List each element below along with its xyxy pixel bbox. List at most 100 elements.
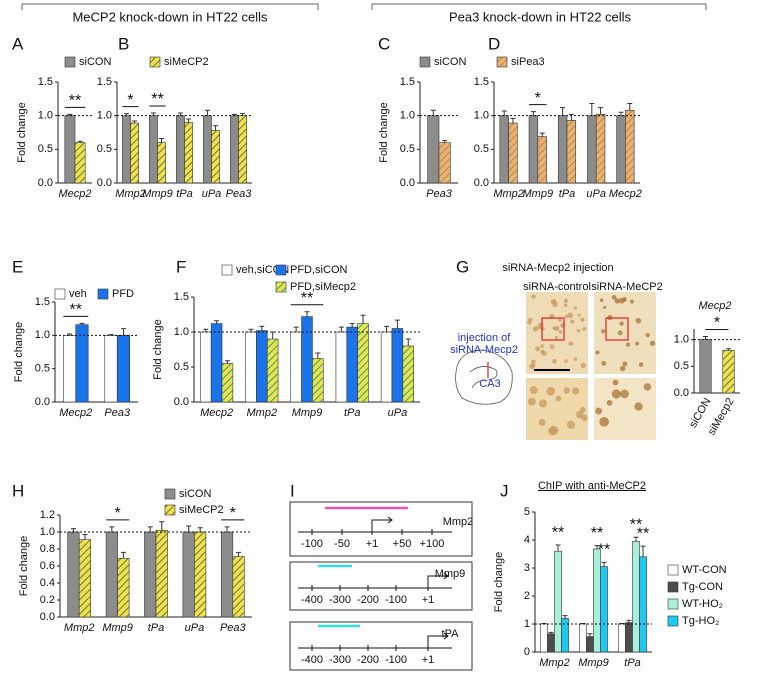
x-tick-label: uPa [388, 407, 408, 419]
cell [595, 407, 603, 415]
cell [554, 335, 559, 340]
micrographs [526, 292, 656, 440]
bar [537, 136, 547, 184]
error-bar [619, 622, 625, 624]
cell [622, 361, 628, 367]
significance: ** [598, 542, 610, 559]
x-tick-label: tPa [624, 657, 641, 669]
panel-letter: C [378, 34, 390, 53]
annotation: siRNA-Mecp2 [450, 344, 518, 356]
bar [427, 115, 440, 184]
bar [391, 328, 404, 403]
x-tick-label: Mmp9 [292, 407, 323, 419]
cell [531, 294, 536, 299]
y-tick-label: 0.0 [38, 177, 53, 189]
legend-label: siMeCP2 [179, 504, 224, 516]
x-tick-label: Mecp2 [609, 188, 642, 200]
promoter-diagrams: -100 -50 +1 +50 +100 Mmp2 -400 -300 -200 -100 +1 Mm… [289, 501, 473, 671]
x-tick-label: Mmp2 [115, 188, 146, 200]
panel-letter: A [12, 34, 24, 53]
error-bar [580, 622, 586, 624]
bar [402, 345, 414, 403]
error-bar [338, 326, 344, 332]
legend-swatch [54, 288, 66, 300]
error-bar [186, 525, 192, 532]
cell [573, 306, 578, 310]
legend-swatch [496, 56, 508, 68]
bar-chart: E Fold change 0.0 0.5 1.0 1.5 Mecp2 Pea3 veh PFD *… [12, 257, 138, 419]
error-bar [633, 536, 639, 542]
significance: ** [69, 93, 81, 110]
bar [67, 531, 80, 618]
bar [357, 323, 369, 403]
x-tick-label: Pea3 [104, 407, 131, 419]
tss-arrow [371, 516, 393, 532]
bar [528, 115, 539, 184]
y-tick-label: 1.0 [40, 526, 55, 538]
x-tick-label: uPa [202, 188, 222, 200]
y-tick-label: 0.5 [174, 361, 189, 373]
y-tick-label: 0.5 [474, 143, 489, 155]
tss-arrow [427, 632, 449, 648]
legend-swatch [275, 281, 287, 293]
y-tick-label: 0.4 [40, 577, 55, 589]
cell [612, 379, 619, 386]
bar [579, 623, 587, 653]
significance: ** [552, 524, 564, 541]
cell [527, 320, 532, 325]
error-bar [109, 526, 115, 532]
panel-title: siRNA-Mecp2 injection [502, 262, 613, 274]
error-bar [132, 120, 138, 124]
y-axis-label: Fold change [378, 102, 390, 163]
cell [552, 301, 558, 308]
bar [184, 122, 193, 184]
x-tick-label: tPa [176, 188, 193, 200]
error-bar [618, 111, 624, 116]
diagram-tick-label: -100 [385, 654, 407, 666]
bar [105, 531, 118, 618]
x-tick-label: Mmp2 [493, 188, 524, 200]
cell [538, 418, 546, 426]
y-axis-label: Fold change [16, 102, 28, 163]
header [21, 3, 707, 10]
diagram-tick-label: -300 [329, 594, 351, 606]
legend-label: WT-HO₂ [682, 598, 723, 610]
chart-title: Mecp2 [698, 300, 731, 312]
bar [75, 324, 89, 403]
bar [176, 115, 185, 184]
cell [532, 325, 539, 332]
error-bar [120, 551, 126, 559]
bar [200, 331, 212, 403]
error-bar [555, 544, 561, 552]
error-bar [430, 109, 436, 116]
legend-label: PFD,siCON [290, 264, 348, 276]
cell [595, 350, 600, 355]
error-bar [214, 320, 220, 324]
bar [155, 529, 168, 618]
diagram-tick-label: -200 [357, 654, 379, 666]
tss-arrow [427, 572, 449, 588]
bar [122, 115, 131, 184]
y-tick-label: 0.5 [97, 143, 112, 155]
cell [535, 346, 541, 352]
diagram-tick-label: -50 [334, 538, 350, 550]
y-tick-label: 0.0 [97, 177, 112, 189]
bar [380, 331, 393, 403]
significance: ** [630, 516, 642, 533]
panel-letter: I [290, 481, 295, 500]
cell [546, 386, 556, 396]
bar [266, 338, 279, 403]
error-bar [560, 107, 566, 116]
cell [599, 416, 609, 427]
error-bar [394, 319, 400, 329]
legend-label: WT-CON [682, 564, 727, 576]
x-tick-label: tPa [148, 622, 165, 634]
legend-swatch [164, 488, 176, 500]
legend-label: Tg-CON [682, 581, 723, 593]
error-bar [159, 138, 165, 143]
header-bracket [371, 3, 707, 10]
cell [620, 389, 629, 399]
panel-letter: J [500, 481, 509, 500]
diagram-tick-label: -200 [357, 594, 379, 606]
